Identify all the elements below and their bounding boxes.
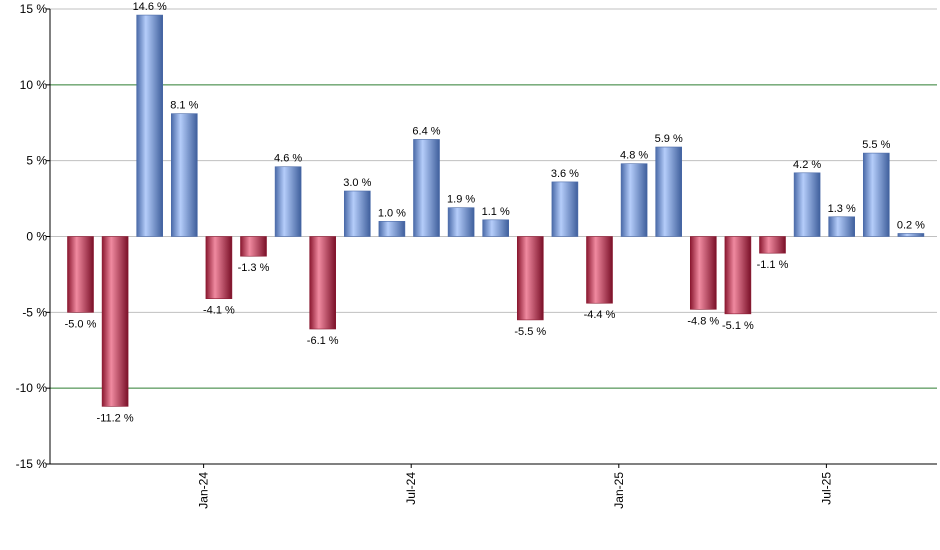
bar-positive [171,113,198,237]
data-labels: -5.0 % -11.2 % 14.6 % 8.1 % -4.1 % -1.3 % 4.6 … [65,1,926,424]
bar-negative [586,236,613,304]
bar-positive [655,146,683,237]
data-label: 5.9 % [655,133,683,145]
x-tick-label: Jul-25 [819,472,833,505]
data-label: -1.1 % [757,259,789,271]
y-tick-label: -5 % [22,305,47,319]
bar-positive [482,219,510,237]
bar-negative [101,236,129,407]
data-label: -5.5 % [514,326,546,338]
bar-positive [274,166,302,237]
y-tick-label: -15 % [16,457,48,471]
data-label: 0.2 % [897,219,925,231]
data-label: 4.2 % [793,159,821,171]
y-tick-label: 10 % [20,78,48,92]
data-label: -4.8 % [687,315,719,327]
bar-negative [759,236,786,254]
data-label: -5.0 % [65,318,97,330]
data-label: -4.4 % [584,309,616,321]
data-label: 3.0 % [343,177,371,189]
bar-negative [309,236,337,330]
x-tick-label: Jan-24 [197,472,211,509]
bar-negative [516,236,544,321]
bar-negative [689,236,717,310]
data-label: 3.6 % [551,168,579,180]
bar-negative [205,236,233,299]
data-label: 8.1 % [170,100,198,112]
data-label: -1.3 % [238,262,270,274]
bar-positive [413,139,440,237]
bar-positive [897,233,925,237]
bar-positive [793,172,821,237]
bar-positive [862,152,890,237]
y-tick-label: 5 % [26,154,47,168]
data-label: -11.2 % [97,412,134,424]
data-label: 1.1 % [482,206,510,218]
data-label: 5.5 % [862,139,890,151]
bar-positive [828,216,856,237]
bar-positive [551,181,579,237]
bar-positive [343,190,371,237]
bar-negative [67,236,94,313]
data-label: -4.1 % [203,305,235,317]
bar-positive [447,207,475,237]
data-label: 1.9 % [447,194,475,206]
axes: 15 % 10 % 5 % 0 % -5 % -10 % -15 % Jan-24 Jul-24… [16,2,937,509]
bar-positive [136,14,163,237]
bars [67,14,925,407]
data-label: -6.1 % [307,335,339,347]
data-label: 6.4 % [412,125,440,137]
data-label: 14.6 % [133,1,167,13]
y-tick-label: -10 % [16,381,48,395]
x-tick-label: Jul-24 [404,472,418,505]
y-tick-label: 0 % [26,230,47,244]
bar-positive [378,221,406,237]
bar-negative [240,236,267,257]
data-label: 4.6 % [274,153,302,165]
bar-positive [620,163,648,237]
y-tick-label: 15 % [20,2,48,16]
bar-negative [724,236,752,315]
data-label: 1.0 % [378,207,406,219]
data-label: 4.8 % [620,150,648,162]
x-tick-label: Jan-25 [612,472,626,509]
data-label: 1.3 % [828,203,856,215]
data-label: -5.1 % [722,320,754,332]
